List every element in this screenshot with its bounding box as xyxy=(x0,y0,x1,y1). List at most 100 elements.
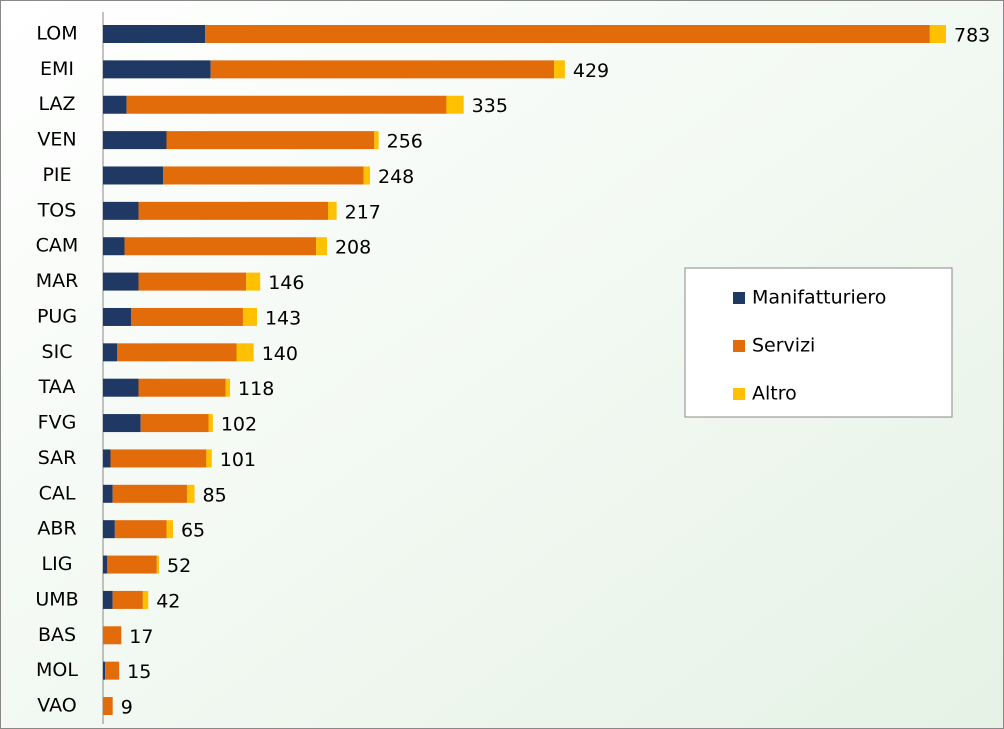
y-tick-label: PUG xyxy=(37,305,77,327)
bar-segment xyxy=(114,520,167,539)
y-tick-label: UMB xyxy=(35,588,78,610)
bar-segment xyxy=(166,520,173,539)
bar-segment xyxy=(103,414,141,433)
y-tick-label: CAL xyxy=(39,482,76,504)
legend-label: Altro xyxy=(752,383,797,405)
legend-box xyxy=(684,267,953,418)
bar-segment xyxy=(103,661,106,680)
bar-segment xyxy=(103,378,139,397)
bar-segment xyxy=(210,60,555,79)
total-label: 208 xyxy=(335,237,371,259)
bar-segment xyxy=(156,555,159,574)
bar-segment xyxy=(236,343,254,362)
bar-segment xyxy=(142,590,149,609)
total-label: 42 xyxy=(156,590,180,612)
y-tick-label: EMI xyxy=(40,58,74,80)
bar-segment xyxy=(105,661,120,680)
bar-segment xyxy=(103,131,167,150)
bar-segment xyxy=(103,25,206,43)
legend-swatch xyxy=(733,388,745,400)
bar-segment xyxy=(374,131,379,150)
bar-segment xyxy=(103,520,115,539)
bar-segment xyxy=(225,378,231,397)
bar-segment xyxy=(103,590,113,609)
y-tick-label: BAS xyxy=(38,624,76,646)
bar-segment xyxy=(116,343,237,362)
total-label: 429 xyxy=(573,60,609,82)
total-label: 335 xyxy=(472,95,508,117)
y-tick-label: CAM xyxy=(36,235,79,257)
bar-segment xyxy=(163,166,364,185)
bar-segment xyxy=(130,307,243,326)
bar-segment xyxy=(166,131,375,150)
bar-segment xyxy=(208,414,213,433)
bar-segment xyxy=(206,449,212,468)
bar-segment xyxy=(103,626,122,645)
bar-segment xyxy=(242,307,257,326)
total-label: 146 xyxy=(268,272,304,294)
y-tick-label: VEN xyxy=(37,129,76,151)
bar-segment xyxy=(246,272,261,291)
y-tick-label: TAA xyxy=(38,376,76,398)
y-tick-label: MOL xyxy=(36,659,78,681)
y-tick-label: PIE xyxy=(42,164,71,186)
bar-segment xyxy=(103,95,127,114)
bar-segment xyxy=(138,272,247,291)
total-label: 140 xyxy=(262,343,298,365)
legend-label: Servizi xyxy=(752,335,815,357)
total-label: 101 xyxy=(220,449,256,471)
y-tick-label: MAR xyxy=(36,270,79,292)
bar-segment xyxy=(138,201,329,220)
y-tick-label: LIG xyxy=(42,553,73,575)
bar-segment xyxy=(446,95,464,114)
y-tick-label: SIC xyxy=(42,341,73,363)
bar-segment xyxy=(363,166,371,185)
bar-segment xyxy=(103,449,111,468)
bar-segment xyxy=(107,555,157,574)
y-tick-label: SAR xyxy=(38,447,77,469)
y-tick-label: VAO xyxy=(37,695,76,717)
total-label: 15 xyxy=(127,661,151,683)
bar-segment xyxy=(316,237,327,256)
bar-segment xyxy=(205,25,930,43)
y-tick-label: TOS xyxy=(37,199,77,221)
total-label: 143 xyxy=(265,307,301,329)
bar-segment xyxy=(112,484,187,503)
legend-label: Manifatturiero xyxy=(752,287,886,309)
bar-segment xyxy=(126,95,447,114)
bar-segment xyxy=(103,555,108,574)
bar-segment xyxy=(328,201,337,220)
total-label: 52 xyxy=(167,555,191,577)
total-label: 9 xyxy=(121,697,133,719)
bar-segment xyxy=(124,237,317,256)
total-label: 783 xyxy=(954,25,990,47)
y-tick-label: LOM xyxy=(36,23,77,45)
bar-segment xyxy=(103,343,117,362)
bar-segment xyxy=(103,237,125,256)
bar-segment xyxy=(138,378,226,397)
total-label: 102 xyxy=(221,414,257,436)
total-label: 217 xyxy=(345,201,381,223)
total-label: 65 xyxy=(181,520,205,542)
bar-segment xyxy=(103,484,113,503)
bar-segment xyxy=(103,697,113,716)
y-tick-label: FVG xyxy=(38,412,77,434)
bar-segment xyxy=(140,414,209,433)
bar-segment xyxy=(929,25,946,43)
total-label: 256 xyxy=(387,131,423,153)
bar-segment xyxy=(103,60,211,79)
bar-segment xyxy=(103,166,164,185)
bar-segment xyxy=(110,449,207,468)
total-label: 248 xyxy=(378,166,414,188)
y-tick-label: LAZ xyxy=(38,93,75,115)
bar-segment xyxy=(103,307,131,326)
bar-segment xyxy=(554,60,565,79)
total-label: 85 xyxy=(203,484,227,506)
legend-swatch xyxy=(733,340,745,352)
total-label: 118 xyxy=(238,378,274,400)
bar-segment xyxy=(103,201,139,220)
legend-swatch xyxy=(733,292,745,304)
y-tick-label: ABR xyxy=(37,518,76,540)
bar-segment xyxy=(186,484,195,503)
